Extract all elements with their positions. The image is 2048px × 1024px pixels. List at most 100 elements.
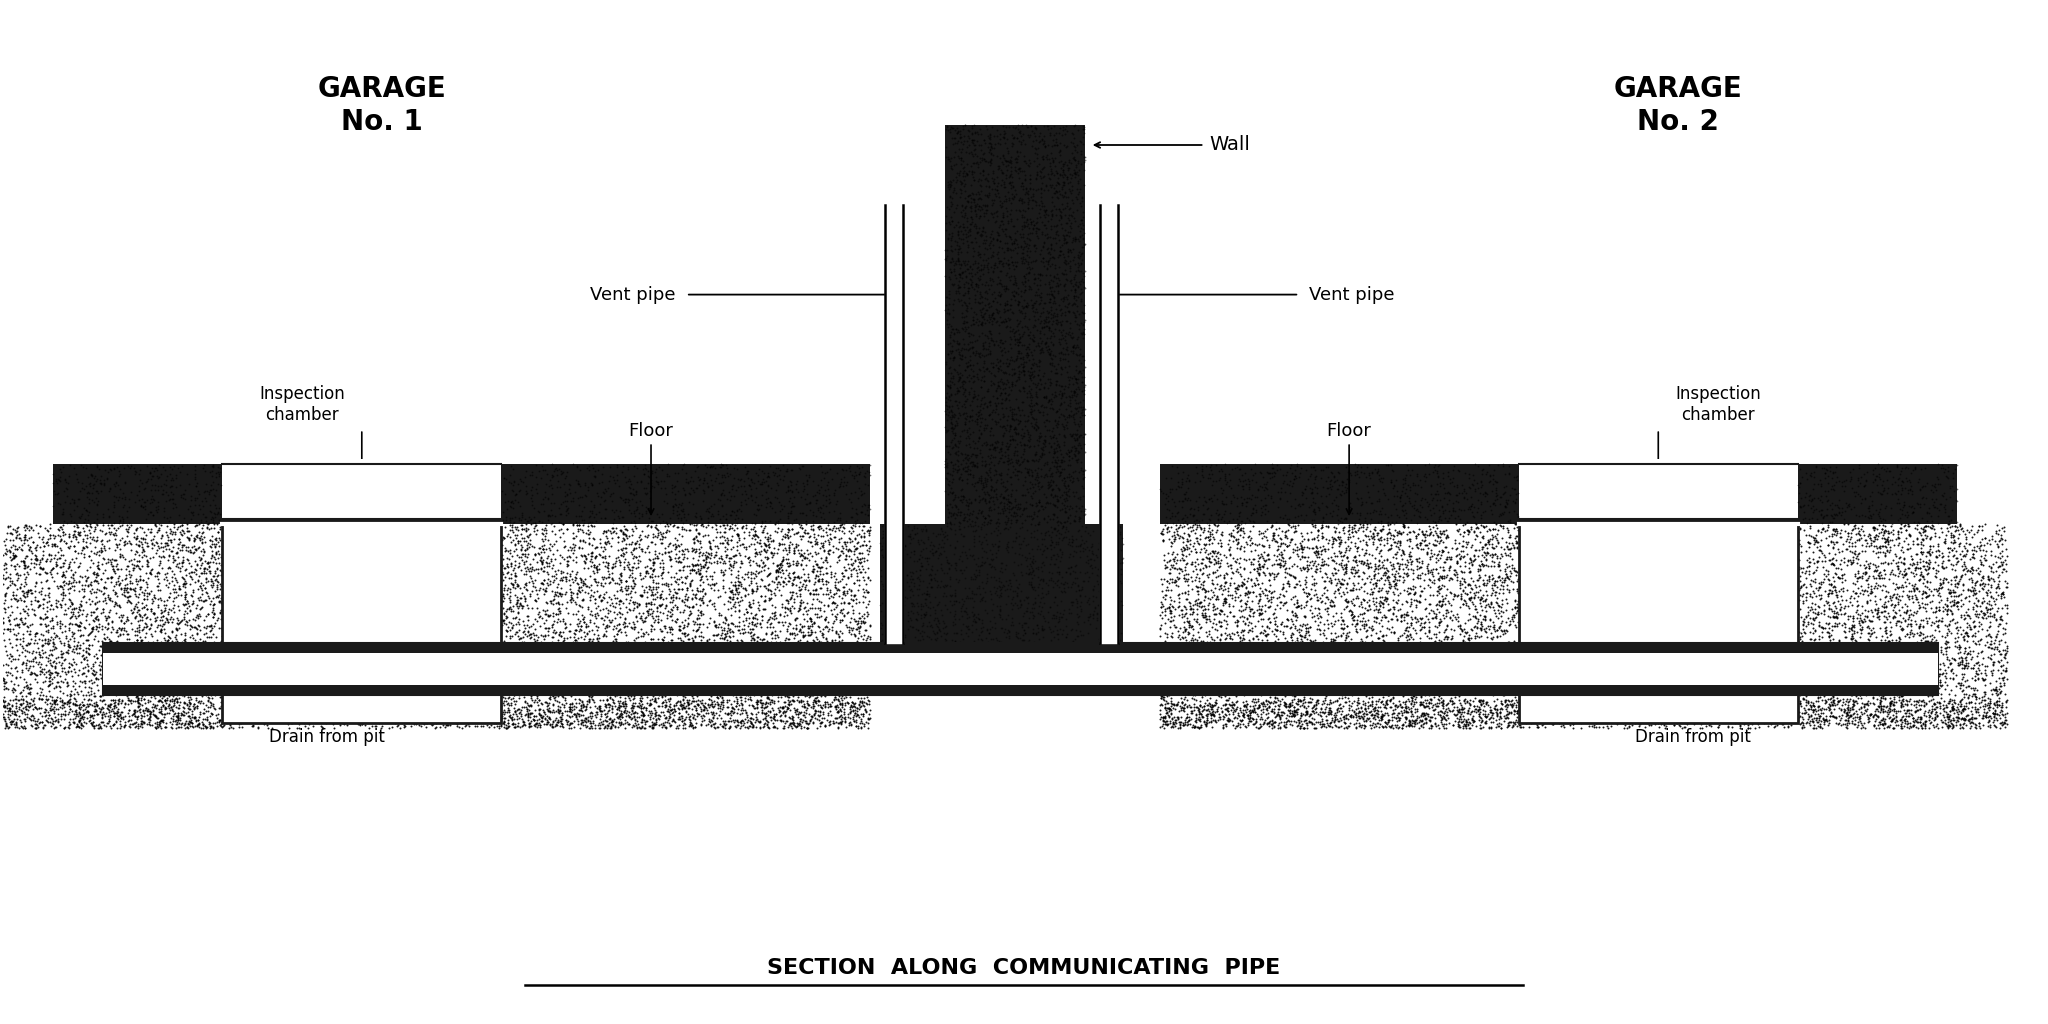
Point	[989, 313, 1022, 330]
Point	[764, 557, 797, 573]
Point	[1731, 707, 1763, 723]
Point	[195, 698, 227, 715]
Point	[1724, 720, 1757, 736]
Point	[705, 606, 737, 623]
Point	[1464, 582, 1497, 598]
Point	[1886, 502, 1919, 518]
Point	[801, 556, 834, 572]
Point	[1268, 595, 1300, 611]
Point	[1268, 595, 1300, 611]
Point	[979, 462, 1012, 478]
Point	[152, 592, 184, 608]
Point	[1346, 523, 1378, 540]
Point	[977, 387, 1010, 403]
Point	[1047, 577, 1079, 593]
Point	[1444, 692, 1477, 709]
Point	[1417, 701, 1450, 718]
Point	[1462, 620, 1495, 636]
Point	[866, 518, 899, 535]
Point	[573, 530, 606, 547]
Point	[1487, 708, 1520, 724]
Point	[0, 714, 29, 730]
Point	[1014, 158, 1047, 174]
Point	[1018, 154, 1051, 170]
Point	[1927, 497, 1960, 513]
Point	[1952, 645, 1985, 662]
Point	[1161, 519, 1194, 536]
Point	[662, 507, 694, 523]
Point	[1081, 596, 1114, 612]
Point	[1362, 693, 1395, 710]
Point	[1423, 581, 1456, 597]
Point	[1276, 708, 1309, 724]
Point	[780, 701, 813, 718]
Point	[1556, 696, 1589, 713]
Point	[1300, 606, 1333, 623]
Point	[950, 517, 983, 534]
Point	[932, 465, 965, 481]
Point	[715, 614, 748, 631]
Point	[879, 642, 911, 658]
Point	[1352, 546, 1384, 562]
Point	[1430, 529, 1462, 546]
Point	[997, 400, 1030, 417]
Point	[1276, 681, 1309, 697]
Point	[827, 706, 860, 722]
Point	[377, 702, 410, 719]
Point	[1053, 457, 1085, 473]
Point	[571, 683, 604, 699]
Point	[1313, 473, 1346, 489]
Point	[1497, 649, 1530, 666]
Point	[1096, 565, 1128, 582]
Point	[1843, 568, 1876, 585]
Point	[604, 567, 637, 584]
Point	[829, 551, 862, 567]
Point	[852, 693, 885, 710]
Point	[584, 510, 616, 526]
Point	[1827, 669, 1860, 685]
Point	[6, 584, 39, 600]
Point	[788, 698, 821, 715]
Point	[1407, 714, 1440, 730]
Point	[866, 655, 899, 672]
Point	[729, 580, 762, 596]
Point	[932, 175, 965, 191]
Point	[662, 709, 694, 725]
Point	[721, 461, 754, 477]
Point	[991, 495, 1024, 511]
Point	[1839, 483, 1872, 500]
Point	[57, 673, 90, 689]
Point	[1042, 571, 1075, 588]
Point	[983, 587, 1016, 603]
Point	[1378, 697, 1411, 714]
Point	[1872, 718, 1905, 734]
Point	[1860, 570, 1892, 587]
Point	[807, 566, 840, 583]
Point	[1047, 350, 1079, 367]
Point	[1921, 620, 1954, 636]
Point	[1053, 487, 1085, 504]
Point	[662, 701, 694, 718]
Point	[1180, 699, 1212, 716]
Point	[1026, 531, 1059, 548]
Point	[1432, 560, 1464, 577]
Point	[1808, 638, 1841, 654]
Point	[969, 411, 1001, 427]
Point	[1245, 538, 1278, 554]
Point	[1483, 711, 1516, 727]
Point	[993, 421, 1026, 437]
Point	[1389, 701, 1421, 718]
Point	[997, 584, 1030, 600]
Point	[1421, 706, 1454, 722]
Point	[999, 499, 1032, 515]
Point	[113, 580, 145, 596]
Point	[1825, 596, 1858, 612]
Point	[1038, 279, 1071, 295]
Point	[967, 648, 999, 665]
Point	[0, 653, 27, 670]
Point	[1022, 429, 1055, 445]
Point	[606, 695, 639, 712]
Point	[123, 649, 156, 666]
Point	[969, 284, 1001, 300]
Point	[932, 437, 965, 454]
